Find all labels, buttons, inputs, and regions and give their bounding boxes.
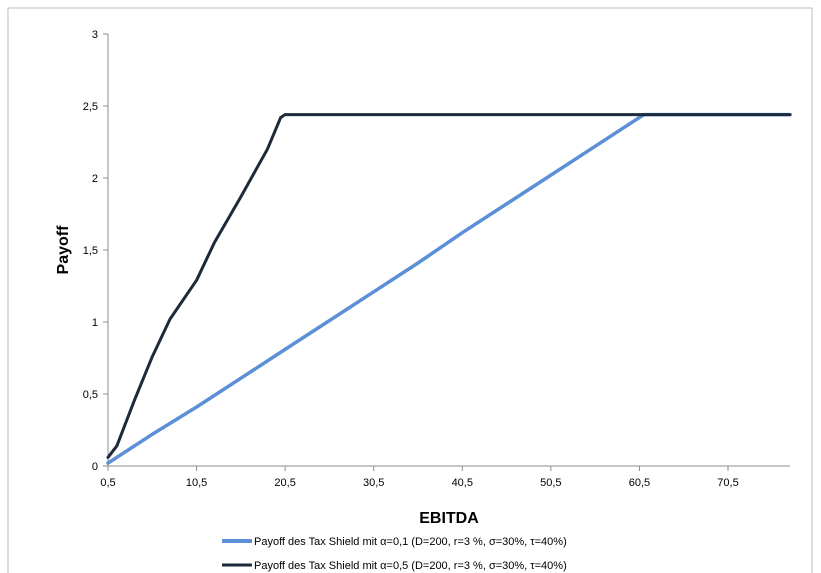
x-tick-label: 10,5 — [186, 477, 207, 489]
ticks-group: 00,511,522,530,5 10,5 20,5 30,5 40,5 50,5 60,5… — [83, 29, 739, 489]
x-tick-label: 70,5 — [717, 477, 738, 489]
y-tick-label: 2 — [92, 173, 98, 185]
y-axis-title: Payoff — [55, 225, 72, 275]
y-tick-label: 0 — [92, 461, 98, 473]
x-tick-label: 30,5 — [363, 477, 384, 489]
legend-label-1: Payoff des Tax Shield mit α=0,1 (D=200, … — [254, 536, 567, 548]
legend-label-2: Payoff des Tax Shield mit α=0,5 (D=200, … — [254, 560, 567, 572]
x-axis-title: EBITDA — [419, 510, 479, 527]
series-line-2 — [106, 113, 792, 459]
y-tick-label: 1,5 — [83, 245, 98, 257]
y-tick-label: 2,5 — [83, 101, 98, 113]
series-group — [106, 112, 792, 465]
y-tick-label: 3 — [92, 29, 98, 41]
y-tick-label: 1 — [92, 317, 98, 329]
y-tick-label: 0,5 — [83, 389, 98, 401]
x-tick-label: 20,5 — [274, 477, 295, 489]
x-tick-label: 40,5 — [452, 477, 473, 489]
x-tick-label: 60,5 — [629, 477, 650, 489]
series-line-1 — [106, 112, 792, 465]
x-tick-label: 0,5 — [100, 477, 115, 489]
x-tick-label: 50,5 — [540, 477, 561, 489]
legend: Payoff des Tax Shield mit α=0,1 (D=200, … — [222, 536, 567, 572]
